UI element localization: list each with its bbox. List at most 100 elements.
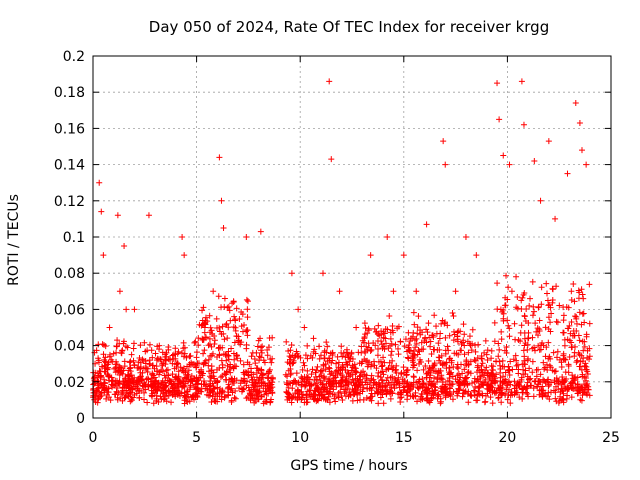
data-point xyxy=(109,384,116,391)
data-point xyxy=(415,313,422,320)
data-point xyxy=(260,380,267,387)
data-point xyxy=(479,390,486,397)
data-point xyxy=(288,370,295,377)
data-point xyxy=(207,341,214,348)
data-point xyxy=(246,361,253,368)
data-point xyxy=(565,325,572,332)
data-point xyxy=(287,371,294,378)
data-point xyxy=(502,390,509,397)
data-point xyxy=(178,384,185,391)
data-point xyxy=(497,384,504,391)
data-point xyxy=(425,357,432,364)
data-point xyxy=(223,320,230,327)
data-point xyxy=(378,341,385,348)
data-point xyxy=(266,366,273,373)
data-point xyxy=(224,335,231,342)
data-point xyxy=(220,224,227,231)
data-point xyxy=(199,372,206,379)
data-point xyxy=(106,351,113,358)
data-point xyxy=(448,381,455,388)
data-point xyxy=(498,328,505,335)
data-point xyxy=(421,337,428,344)
data-point xyxy=(379,362,386,369)
data-point xyxy=(377,358,384,365)
x-tick-label: 0 xyxy=(89,430,98,446)
data-point xyxy=(259,343,266,350)
data-point xyxy=(475,341,482,348)
data-point xyxy=(500,373,507,380)
data-point xyxy=(261,359,268,366)
data-point xyxy=(258,379,265,386)
data-point xyxy=(529,312,536,319)
data-point xyxy=(415,347,422,354)
data-point xyxy=(390,288,397,295)
data-point xyxy=(96,179,103,186)
data-point xyxy=(472,348,479,355)
data-point xyxy=(338,343,345,350)
data-point xyxy=(520,291,527,298)
data-point xyxy=(502,294,509,301)
data-point xyxy=(473,252,480,259)
data-point xyxy=(367,347,374,354)
data-point xyxy=(409,364,416,371)
data-point xyxy=(216,352,223,359)
data-point xyxy=(577,388,584,395)
data-point xyxy=(184,363,191,370)
data-point xyxy=(379,380,386,387)
data-point xyxy=(581,386,588,393)
data-point xyxy=(489,400,496,407)
data-point xyxy=(293,348,300,355)
data-point xyxy=(380,329,387,336)
data-point xyxy=(505,363,512,370)
data-point xyxy=(127,389,134,396)
data-point xyxy=(568,288,575,295)
data-point xyxy=(323,339,330,346)
data-point xyxy=(545,389,552,396)
data-point xyxy=(483,364,490,371)
data-point xyxy=(541,377,548,384)
data-point xyxy=(157,393,164,400)
data-point xyxy=(461,331,468,338)
data-point xyxy=(175,373,182,380)
data-point xyxy=(499,309,506,316)
data-point xyxy=(130,357,137,364)
data-point xyxy=(373,381,380,388)
data-point xyxy=(480,372,487,379)
data-point xyxy=(243,345,250,352)
data-point xyxy=(161,379,168,386)
data-point xyxy=(110,377,117,384)
x-tick-label: 5 xyxy=(192,430,201,446)
data-point xyxy=(544,290,551,297)
data-point xyxy=(566,322,573,329)
data-point xyxy=(581,381,588,388)
data-point xyxy=(388,362,395,369)
data-point xyxy=(545,138,552,145)
data-point xyxy=(158,356,165,363)
data-point xyxy=(387,395,394,402)
data-point xyxy=(427,372,434,379)
data-point xyxy=(137,342,144,349)
data-point xyxy=(371,390,378,397)
data-point xyxy=(308,371,315,378)
data-point xyxy=(300,359,307,366)
data-point xyxy=(317,352,324,359)
data-point xyxy=(484,356,491,363)
data-point xyxy=(377,394,384,401)
data-point xyxy=(252,398,259,405)
data-point xyxy=(416,348,423,355)
data-point xyxy=(484,370,491,377)
data-point xyxy=(201,360,208,367)
data-point xyxy=(554,348,561,355)
data-point xyxy=(425,398,432,405)
data-point xyxy=(168,381,175,388)
data-point xyxy=(509,366,516,373)
data-point xyxy=(379,387,386,394)
data-point xyxy=(219,323,226,330)
data-point xyxy=(174,360,181,367)
data-point xyxy=(488,371,495,378)
data-point xyxy=(195,342,202,349)
data-point xyxy=(534,332,541,339)
data-point xyxy=(456,380,463,387)
data-point xyxy=(452,288,459,295)
